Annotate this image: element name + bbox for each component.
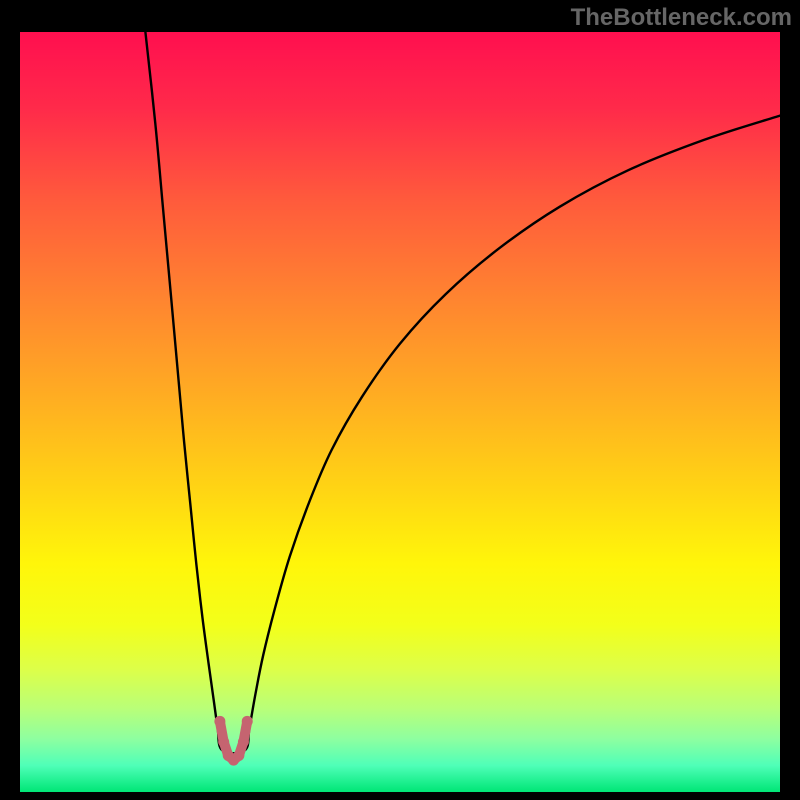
curve-path <box>145 32 780 753</box>
chart-canvas: TheBottleneck.com <box>0 0 800 800</box>
plot-area <box>20 32 780 792</box>
bottleneck-curve <box>20 32 780 792</box>
optimum-marker <box>214 716 252 766</box>
watermark-text: TheBottleneck.com <box>571 4 792 32</box>
